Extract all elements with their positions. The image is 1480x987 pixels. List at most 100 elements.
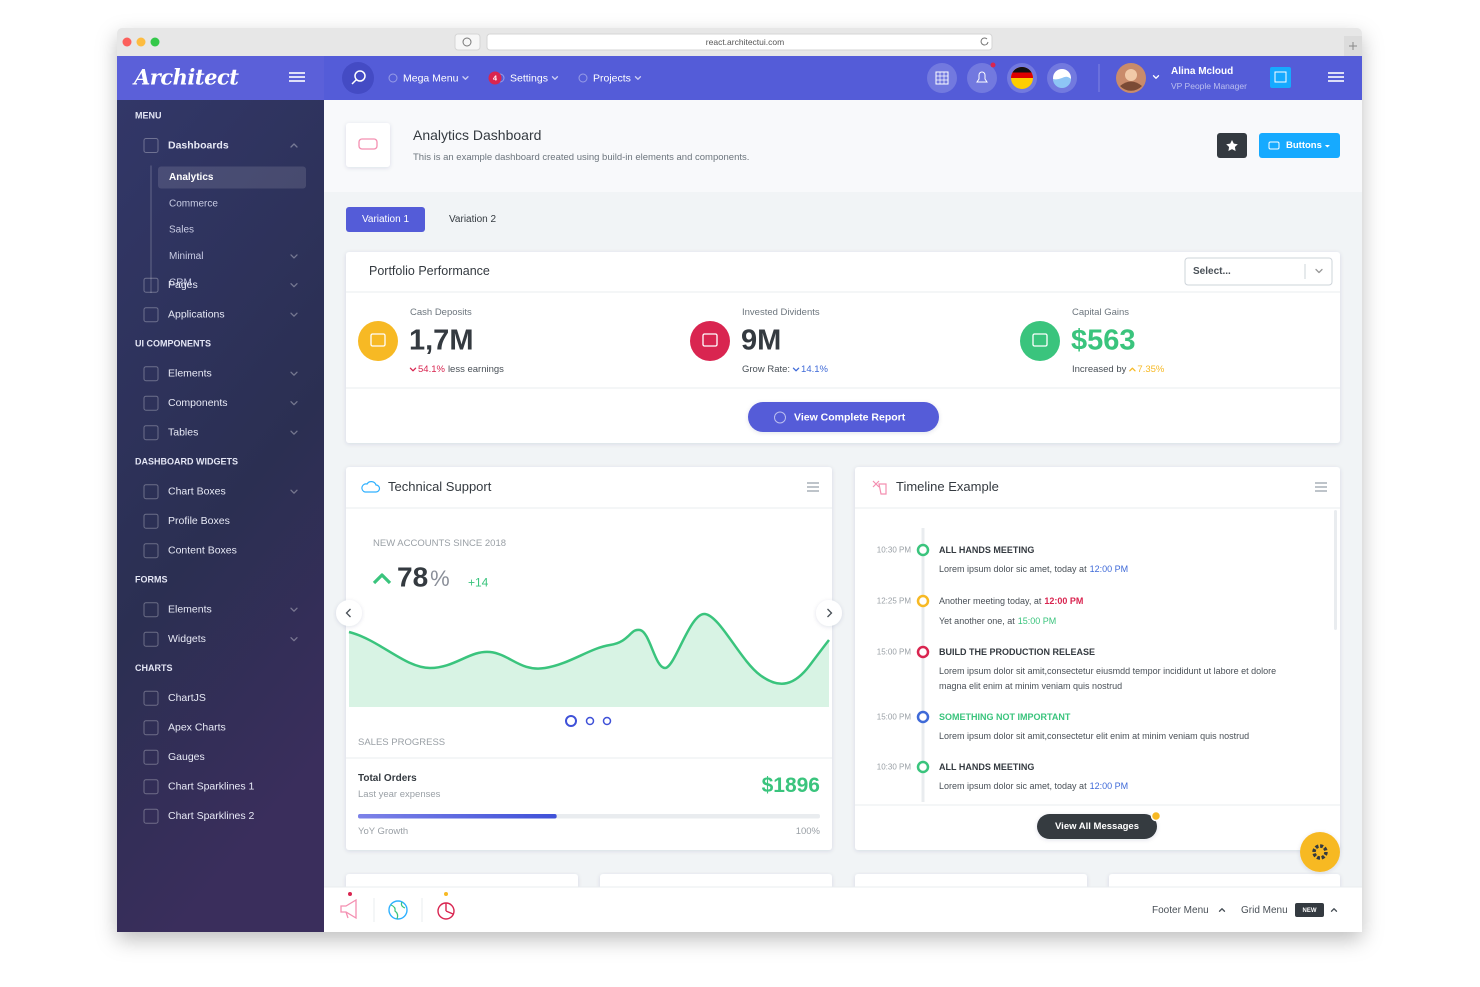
menu-item[interactable]: Gauges	[168, 751, 205, 763]
tab-label[interactable]: Variation 2	[449, 214, 497, 225]
footer	[324, 887, 1362, 932]
chevron-icon	[290, 489, 298, 494]
stat-icon	[1020, 321, 1060, 361]
menu-item[interactable]: Dashboards	[168, 139, 229, 151]
orders-value: $1896	[762, 774, 820, 797]
submenu-item[interactable]: Minimal	[169, 251, 203, 262]
carousel-dot[interactable]	[585, 716, 595, 726]
menu-item[interactable]: Components	[168, 397, 228, 409]
submenu-item[interactable]: Sales	[169, 225, 194, 236]
nav-link[interactable]: Settings	[510, 72, 548, 84]
header-icon-button[interactable]	[927, 63, 957, 93]
globe-icon[interactable]	[388, 900, 408, 920]
footer-link[interactable]: Grid Menu	[1241, 905, 1288, 916]
report-button[interactable]	[748, 402, 939, 432]
messages-button[interactable]	[1037, 814, 1157, 839]
nav-link[interactable]: Mega Menu	[403, 72, 459, 84]
chevron-icon	[1152, 75, 1160, 79]
select-box[interactable]	[1184, 257, 1333, 286]
page-icon-box	[346, 123, 390, 167]
grid-icon	[936, 72, 948, 84]
chevron-icon	[1315, 268, 1323, 274]
carousel-dot-active[interactable]	[565, 715, 577, 727]
stat-icon	[690, 321, 730, 361]
stat-label: Capital Gains	[1072, 307, 1129, 318]
event-marker	[916, 543, 930, 557]
footer-link[interactable]: Footer Menu	[1152, 905, 1209, 916]
logo[interactable]: Architect	[132, 65, 240, 90]
reload-icon[interactable]	[980, 37, 989, 46]
chevron-icon	[290, 283, 298, 288]
menu-icon	[143, 138, 159, 153]
search-button[interactable]	[342, 62, 374, 94]
text-segment: Lorem ipsum dolor sit amit,consectetur e…	[939, 666, 1276, 676]
event-marker	[916, 710, 930, 724]
calendar-button[interactable]	[1270, 67, 1291, 88]
sparkline-area	[349, 613, 829, 707]
menu-icon	[143, 749, 159, 765]
chevron-icon	[462, 76, 469, 80]
event-heading: ALL HANDS MEETING	[939, 545, 1034, 555]
event-time: 12:25 PM	[877, 597, 912, 606]
event-time: 10:30 PM	[877, 546, 912, 555]
menu-item[interactable]: Chart Sparklines 2	[168, 810, 255, 822]
menu-item[interactable]: Elements	[168, 367, 212, 379]
megaphone-icon[interactable]	[340, 898, 357, 920]
chart-icon	[1053, 76, 1071, 88]
badge-text: NEW	[1303, 908, 1317, 914]
submenu-item[interactable]: Commerce	[169, 198, 218, 209]
chevron-icon	[290, 143, 298, 148]
menu-item[interactable]: Applications	[168, 308, 225, 320]
menu-item[interactable]: Content Boxes	[168, 544, 237, 556]
menu-item[interactable]: Chart Sparklines 1	[168, 780, 255, 792]
stat-icon	[358, 321, 398, 361]
submenu-item[interactable]: CRM	[169, 277, 192, 288]
close-button[interactable]	[122, 37, 132, 47]
menu-icon	[143, 543, 159, 559]
buttons-dropdown[interactable]	[1259, 133, 1340, 158]
event-time: 15:00 PM	[877, 713, 912, 722]
menu-item[interactable]: Elements	[168, 603, 212, 615]
stat-label: Invested Dividents	[742, 307, 820, 318]
event-marker	[916, 760, 930, 774]
header-icon-button[interactable]	[967, 63, 997, 93]
button-label: View Complete Report	[794, 411, 906, 423]
privacy-icon	[462, 37, 472, 47]
card-title: Technical Support	[388, 479, 492, 494]
menu-item[interactable]: Profile Boxes	[168, 515, 230, 527]
text-segment: 7.35%	[1137, 364, 1164, 375]
menu-item[interactable]: Widgets	[168, 633, 206, 645]
cloud-icon	[361, 481, 381, 493]
orders-title: Total Orders	[358, 773, 417, 784]
minimize-button[interactable]	[136, 37, 146, 47]
text-segment: Yet another one, at	[939, 616, 1015, 626]
text-segment: Lorem ipsum dolor sit amit,consectetur e…	[939, 731, 1249, 741]
user-name: Alina Mcloud	[1171, 66, 1233, 77]
menu-item[interactable]: ChartJS	[168, 692, 206, 704]
chevron-icon	[1218, 908, 1226, 912]
menu-icon	[143, 779, 159, 795]
page-title-area	[324, 100, 1362, 192]
button-icon	[1268, 141, 1280, 150]
section-title: CHARTS	[135, 663, 173, 673]
menu-item[interactable]: Tables	[168, 426, 198, 438]
tab-active[interactable]	[346, 207, 425, 232]
event-heading: ALL HANDS MEETING	[939, 762, 1034, 772]
trend-arrow	[792, 367, 800, 372]
timeline-icon	[872, 480, 887, 495]
carousel-arrow[interactable]	[816, 600, 842, 626]
stat-label: Cash Deposits	[410, 307, 472, 318]
stat-icon-glyph	[702, 333, 718, 347]
menu-item[interactable]: Apex Charts	[168, 721, 226, 733]
carousel-arrow[interactable]	[336, 600, 362, 626]
nav-link[interactable]: Projects	[593, 72, 631, 84]
carousel-dot[interactable]	[602, 716, 612, 726]
address-bar[interactable]	[486, 33, 993, 51]
submenu-item[interactable]: Analytics	[169, 172, 214, 183]
privacy-button[interactable]	[454, 33, 481, 51]
menu-item[interactable]: Pages	[168, 279, 198, 291]
progress-bar	[358, 814, 557, 819]
maximize-button[interactable]	[150, 37, 160, 47]
menu-item[interactable]: Chart Boxes	[168, 485, 226, 497]
